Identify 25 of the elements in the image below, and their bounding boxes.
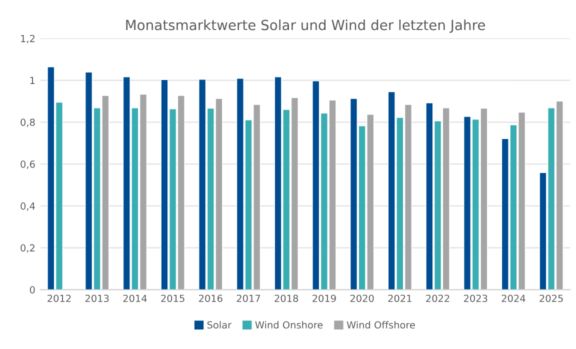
y-tick-label: 0,8 [20, 118, 35, 127]
chart-title: Monatsmarktwerte Solar und Wind der letzten Jahre [126, 20, 485, 33]
legend-label: Solar [207, 321, 232, 329]
x-tick-label: 2016 [198, 294, 222, 302]
x-tick-label: 2013 [85, 294, 109, 302]
x-tick-label: 2025 [540, 294, 563, 302]
x-tick-label: 2024 [502, 294, 526, 302]
legend-label: Wind Offshore [346, 321, 415, 329]
x-tick-label: 2019 [312, 294, 336, 302]
y-tick-label: 0,4 [20, 202, 35, 211]
x-tick-label: 2014 [123, 294, 147, 302]
x-tick-label: 2022 [426, 294, 450, 302]
x-tick-label: 2020 [350, 294, 374, 302]
legend-label: Wind Onshore [255, 321, 323, 329]
x-tick-label: 2021 [388, 294, 412, 302]
x-tick-label: 2023 [464, 294, 488, 302]
y-tick-label: 1 [30, 76, 35, 84]
y-tick-label: 0,6 [20, 160, 35, 169]
y-tick-label: 0,2 [20, 244, 34, 253]
x-tick-label: 2017 [236, 294, 260, 302]
y-tick-label: 1,2 [21, 34, 34, 44]
x-tick-label: 2015 [161, 294, 184, 302]
x-tick-label: 2018 [274, 294, 298, 302]
x-tick-label: 2012 [48, 294, 71, 302]
y-tick-label: 0 [30, 286, 35, 294]
